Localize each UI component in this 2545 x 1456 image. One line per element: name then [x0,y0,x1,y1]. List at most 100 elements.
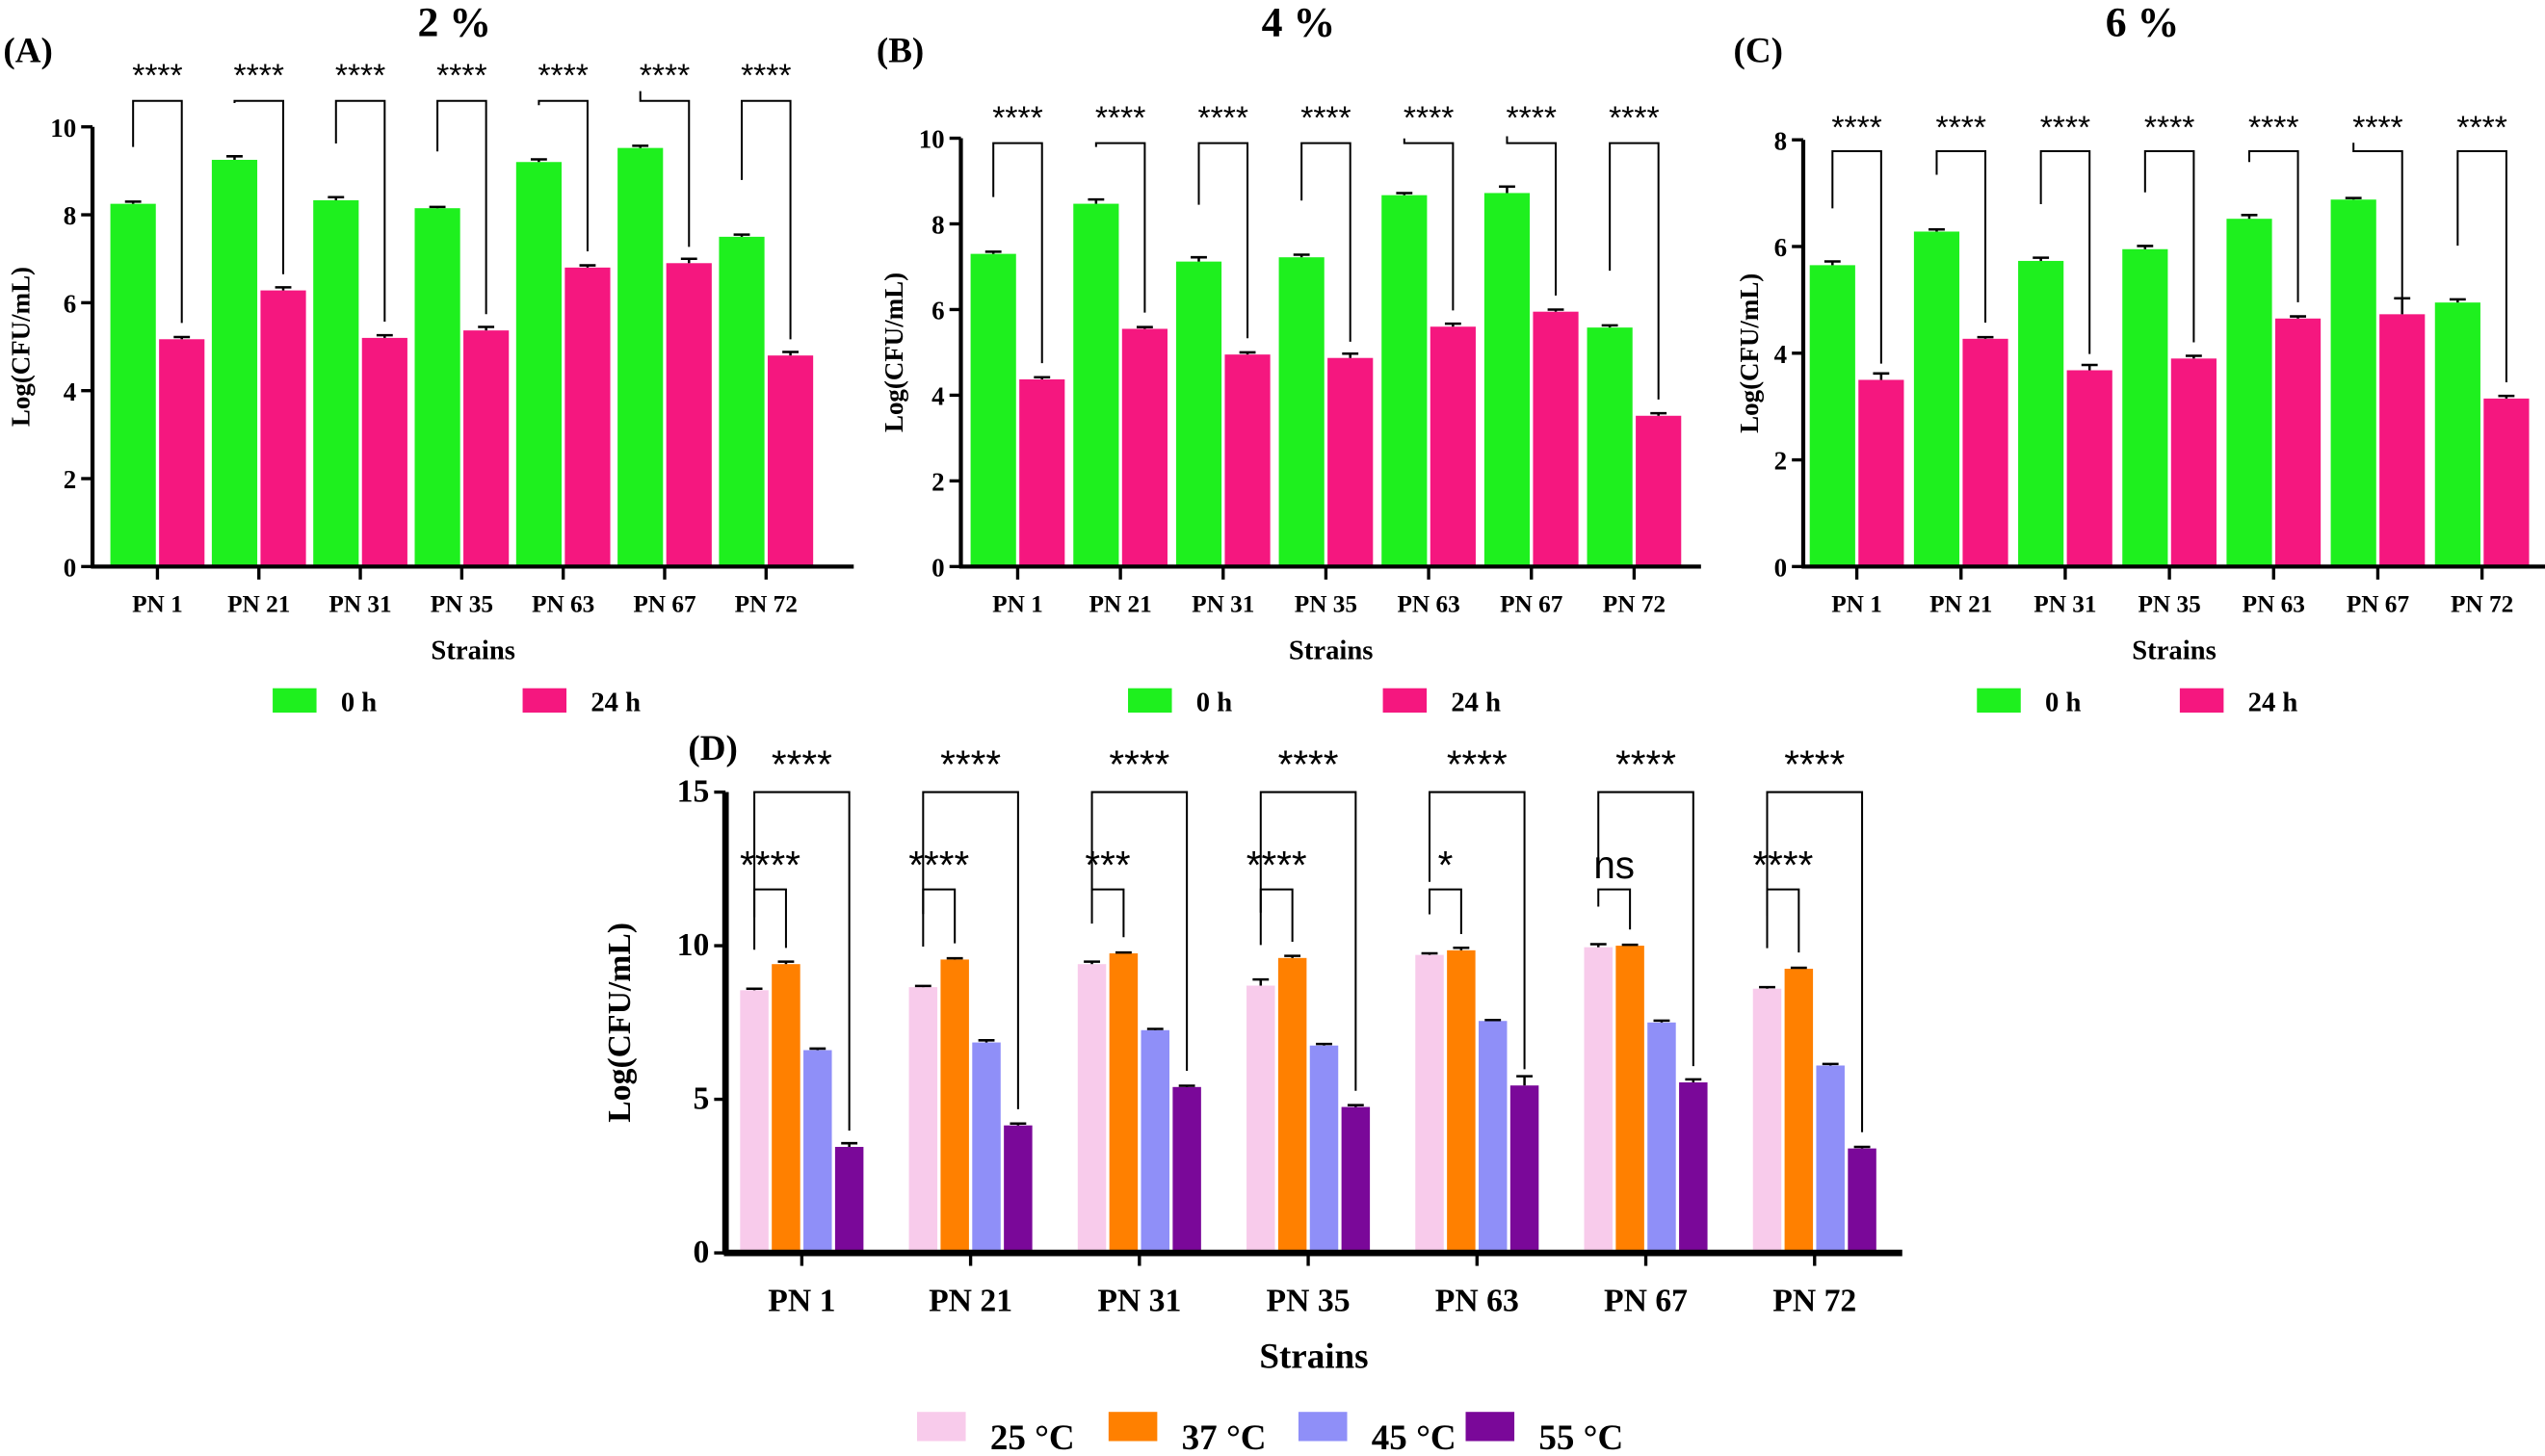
significance-bracket [741,99,792,340]
x-tick-label: PN 63 [1435,1284,1519,1319]
legend-swatch [273,688,317,713]
legend-label: 0 h [341,687,377,717]
significance-bracket [1429,888,1462,935]
y-axis-label: Log(CFU/mL) [1735,273,1764,433]
x-tick-label: PN 31 [2033,591,2096,618]
bar [1141,1029,1170,1254]
bar [1858,379,1904,567]
significance-label: **** [1246,843,1307,887]
x-tick-label: PN 67 [2347,591,2410,618]
bar [1077,964,1107,1254]
bar [2330,199,2376,567]
bar [1175,261,1222,567]
x-tick-label: PN 35 [1295,591,1357,618]
bar [1587,327,1633,567]
bar [414,208,460,567]
panel-label: (B) [877,31,924,70]
legend-swatch [1298,1412,1348,1442]
significance-bracket [233,99,285,274]
x-axis-label: Strains [431,635,514,665]
significance-bracket [1259,791,1357,1091]
significance-label: **** [1300,100,1351,136]
bar [211,159,258,567]
y-tick-label: 4 [1774,340,1787,369]
significance-label: **** [132,59,182,94]
x-axis-label: Strains [1259,1338,1368,1377]
legend-item: 24 h [2179,687,2297,717]
x-tick-label: PN 72 [1772,1284,1856,1319]
significance-bracket [1831,149,1882,364]
bar [1430,326,1476,567]
significance-label: **** [741,59,791,94]
bar [361,337,407,567]
significance-label: **** [1109,741,1169,786]
x-tick-label: PN 21 [929,1284,1012,1319]
x-tick-label: PN 72 [735,591,798,618]
bar [515,162,562,567]
y-tick-label: 10 [50,114,76,143]
bar [1584,947,1613,1254]
bar [1752,988,1782,1254]
bar [1172,1086,1201,1254]
significance-bracket [1597,888,1632,930]
y-tick-label: 6 [64,289,76,318]
legend-label: 24 h [590,687,641,717]
significance-label: **** [2352,111,2402,146]
significance-bracket [132,99,183,324]
bar [1478,1021,1508,1254]
significance-label: **** [1831,111,1881,146]
bar [2122,248,2168,567]
panel-B: (B) 4 % PN 1 **** PN 21 **** PN 31 **** PN 35 ***… [877,0,1701,717]
legend-swatch [1977,688,2021,713]
x-tick-label: PN 1 [768,1284,835,1319]
x-axis-label: Strains [2132,635,2216,665]
bar [1019,378,1065,567]
x-tick-label: PN 21 [1929,591,1992,618]
bar [1073,203,1119,567]
y-tick-label: 10 [919,125,945,154]
panel-C: (C) 6 % PN 1 **** PN 21 **** PN 31 **** PN 35 ***… [1734,0,2545,717]
significance-label: **** [436,59,486,94]
bar [2066,370,2112,567]
significance-bracket [992,142,1043,364]
x-tick-label: PN 63 [532,591,594,618]
bar [772,964,800,1254]
x-tick-label: PN 67 [1604,1284,1688,1319]
panel-label: (D) [688,729,737,768]
bar [740,990,769,1254]
significance-bracket [1300,142,1351,342]
x-tick-label: PN 31 [1097,1284,1181,1319]
legend-item: 37 °C [1108,1412,1267,1456]
bar [940,959,969,1254]
bar [803,1050,832,1254]
panel-D: (D)PN 1********PN 21********PN 31*******… [602,729,1902,1456]
bar [1004,1125,1033,1254]
chart-title: 6 % [2106,0,2180,45]
y-tick-label: 6 [1774,233,1787,262]
y-tick-label: 8 [64,201,76,230]
y-tick-label: 10 [677,927,710,963]
bar [767,355,814,567]
x-tick-label: PN 21 [1089,591,1151,618]
significance-bracket [922,791,1019,1109]
significance-label: **** [1609,100,1659,136]
bar [1327,357,1374,567]
bar [564,267,611,567]
panel-A: (A) 2 % PN 1 **** PN 21 **** PN 31 **** PN 35 ***… [3,0,854,717]
significance-label: **** [1278,741,1339,786]
bar [2226,219,2272,567]
x-tick-label: PN 35 [1267,1284,1351,1319]
bar [970,253,1016,567]
bar [159,339,205,567]
legend-swatch [2179,688,2224,713]
significance-label: **** [940,741,1001,786]
chart-title: 2 % [417,0,491,45]
bar [2018,260,2064,567]
x-tick-label: PN 72 [2451,591,2513,618]
bar [2483,398,2530,567]
bar [908,987,938,1254]
bar [1636,415,1682,567]
significance-bracket [1090,888,1125,938]
bar [666,263,712,567]
